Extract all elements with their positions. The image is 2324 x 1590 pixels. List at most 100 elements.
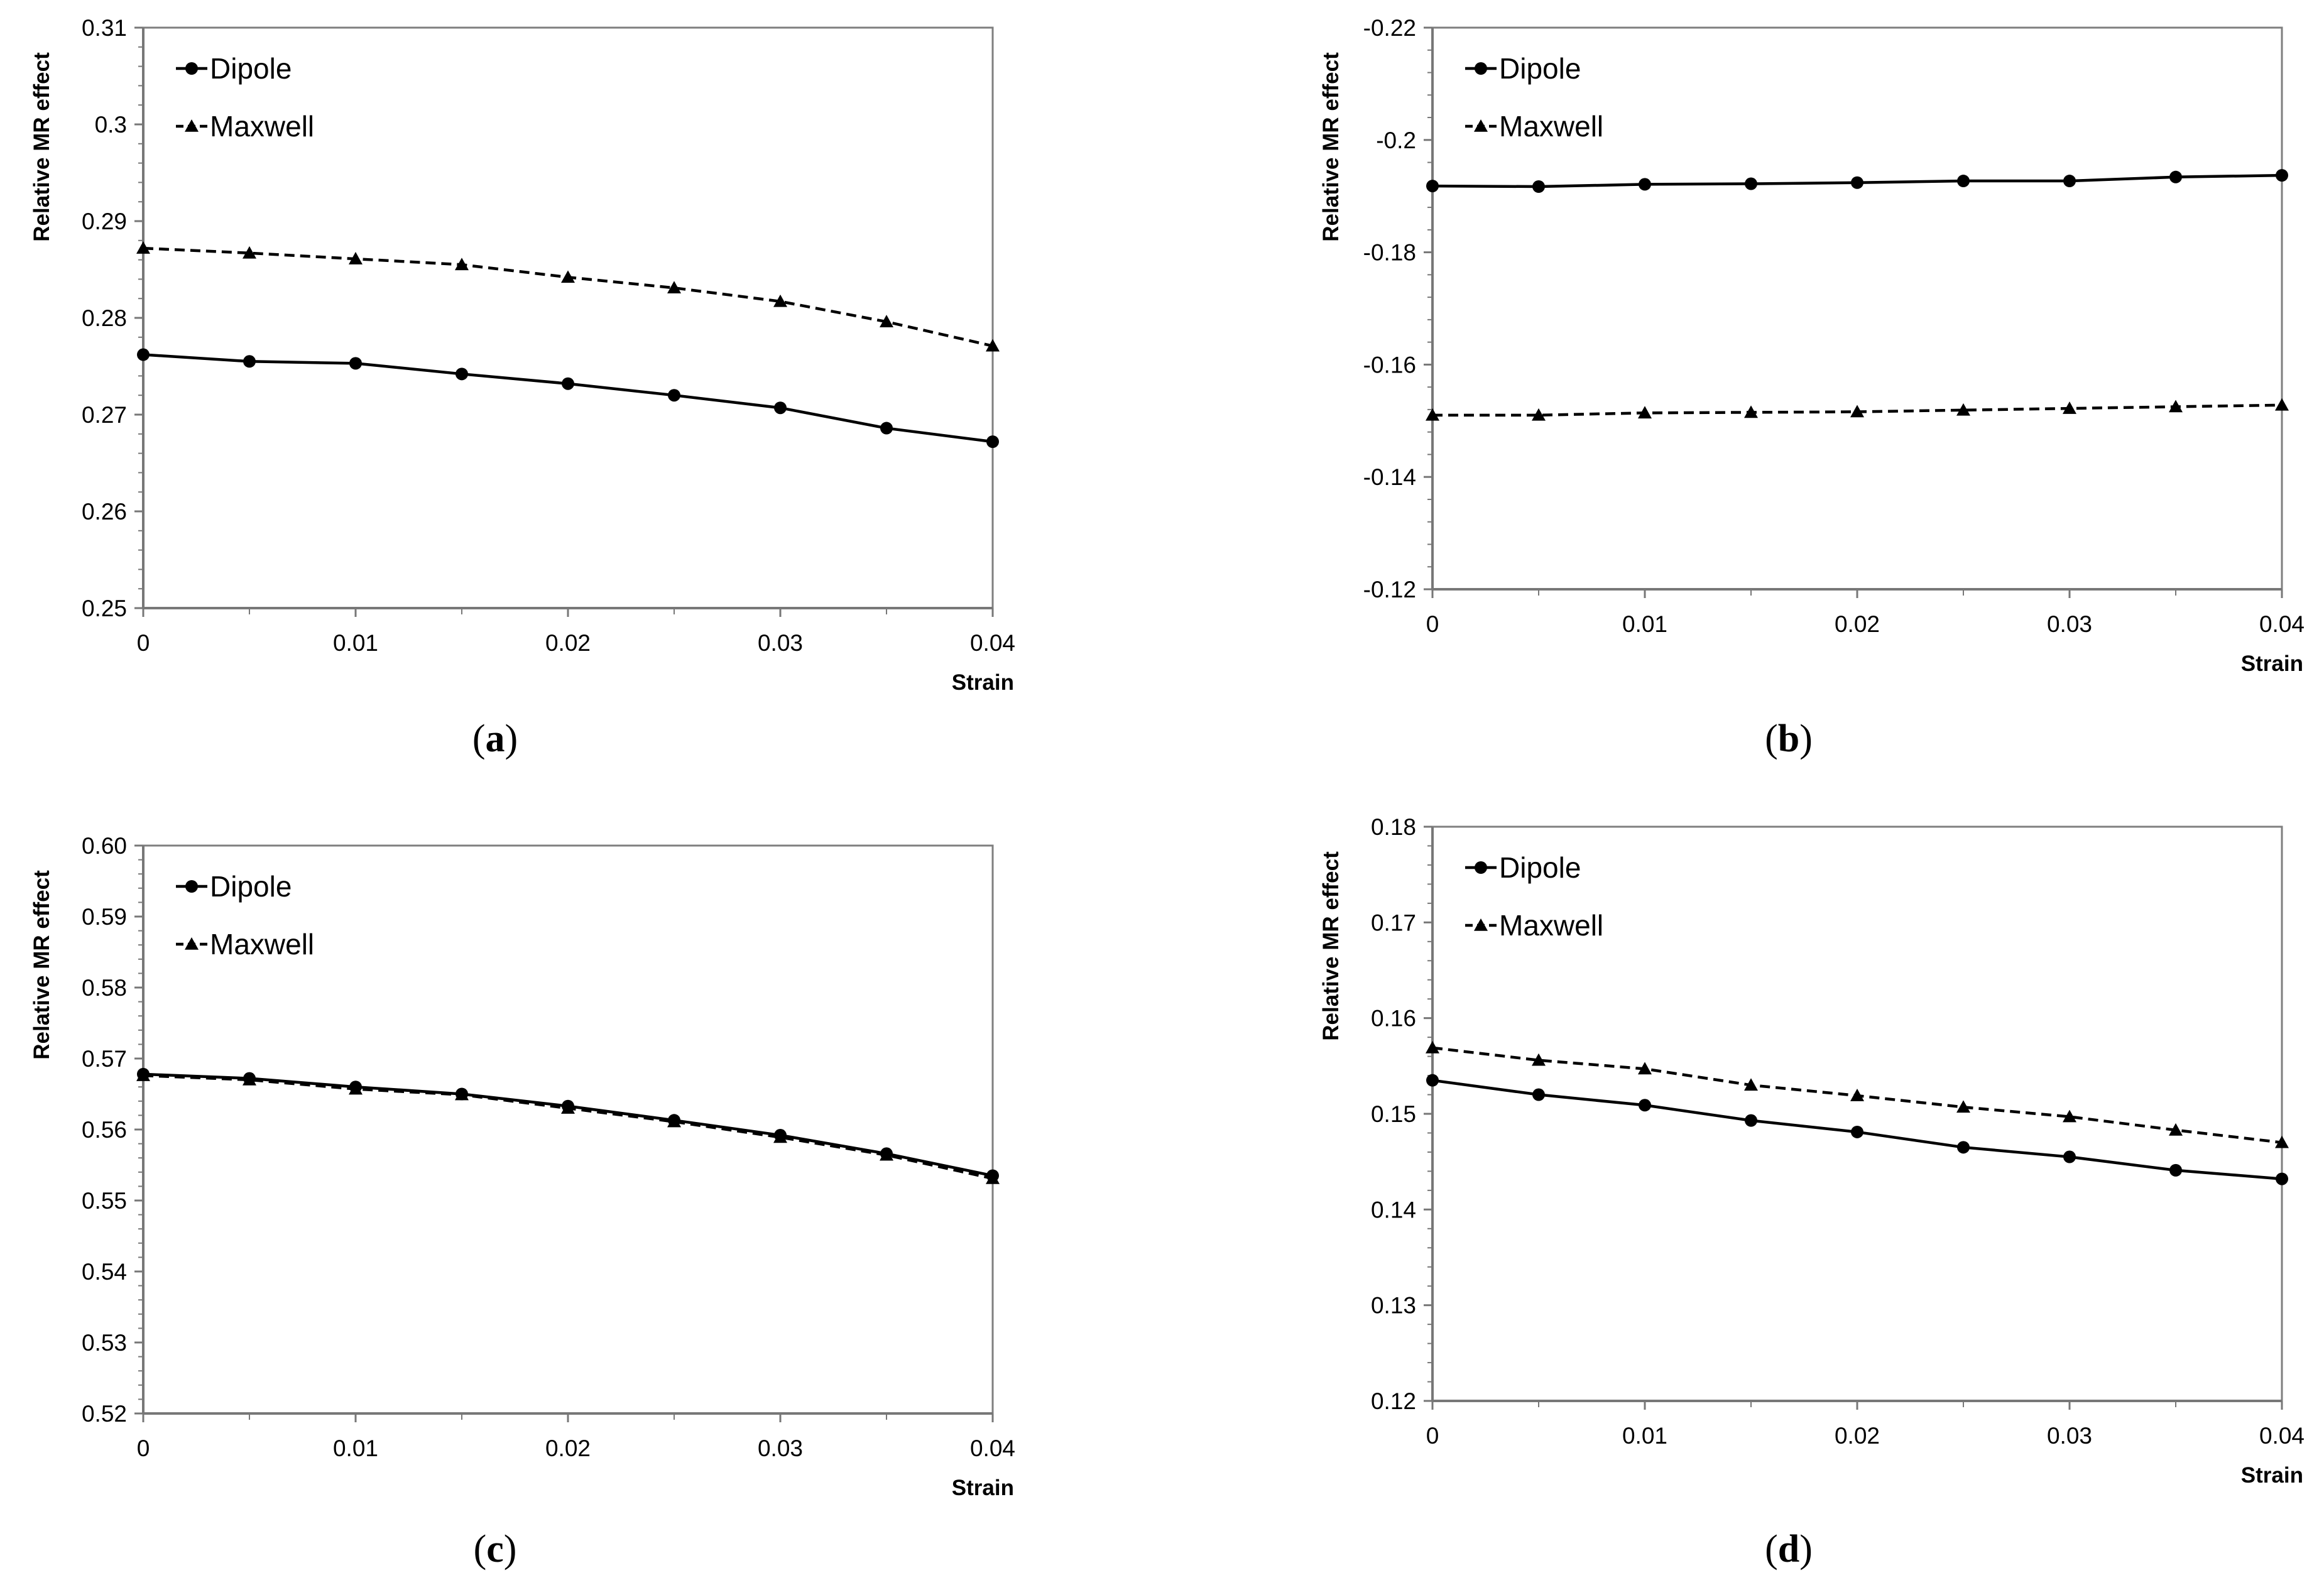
data-point-dipole <box>1639 1099 1651 1112</box>
data-point-maxwell <box>136 241 150 254</box>
data-point-maxwell <box>1850 405 1864 418</box>
data-point-maxwell <box>2063 401 2076 414</box>
data-point-maxwell <box>2275 398 2289 411</box>
data-point-dipole <box>562 377 574 390</box>
y-tick-label: -0.14 <box>1363 464 1416 490</box>
data-point-dipole <box>880 422 893 435</box>
y-axis-title: Relative MR effect <box>1319 52 1343 242</box>
x-tick-label: 0 <box>137 630 150 656</box>
x-tick-label: 0.04 <box>970 630 1015 656</box>
data-point-dipole <box>1745 1114 1757 1127</box>
legend: Dipole Maxwell <box>176 870 314 961</box>
x-tick-label: 0.03 <box>2047 611 2092 637</box>
series-line-dipole <box>143 353 993 444</box>
legend-label-dipole: Dipole <box>1499 52 1581 85</box>
data-point-maxwell <box>1744 405 1758 418</box>
legend-label-dipole: Dipole <box>1499 851 1581 884</box>
data-point-dipole <box>668 389 680 402</box>
legend-marker-maxwell <box>1474 918 1488 931</box>
series-dipole <box>1426 1074 2288 1185</box>
data-point-maxwell <box>2063 1109 2076 1123</box>
y-tick-label: 0.3 <box>95 112 127 138</box>
legend-marker-dipole <box>185 62 198 75</box>
series-maxwell <box>1426 1040 2289 1148</box>
legend-marker-maxwell <box>185 937 199 950</box>
data-point-maxwell <box>1426 408 1439 421</box>
y-tick-label: 0.28 <box>82 305 127 331</box>
data-point-maxwell <box>1850 1089 1864 1101</box>
panel-label: (d) <box>1765 1528 1813 1571</box>
legend-marker-dipole <box>1475 62 1487 75</box>
data-point-dipole <box>2063 175 2076 188</box>
x-tick-label: 0.01 <box>333 630 378 656</box>
y-tick-label: 0.13 <box>1371 1293 1416 1319</box>
data-point-maxwell <box>880 315 893 327</box>
data-point-dipole <box>1426 180 1439 193</box>
data-point-dipole <box>1957 1141 1970 1154</box>
data-point-maxwell <box>561 270 575 283</box>
data-point-maxwell <box>349 252 363 264</box>
y-tick-label: 0.57 <box>82 1046 127 1072</box>
data-point-dipole <box>2169 170 2182 183</box>
y-tick-label: 0.52 <box>82 1401 127 1427</box>
y-tick-label: -0.18 <box>1363 240 1416 266</box>
data-point-dipole <box>456 368 468 381</box>
data-point-maxwell <box>773 1130 787 1143</box>
data-point-maxwell <box>243 246 256 259</box>
y-tick-label: 0.53 <box>82 1330 127 1356</box>
chart-panel-d: 0.12 0.13 0.14 0.15 0.16 0.17 0.18 0 0.01 0.02 0.0… <box>1319 814 2305 1571</box>
y-tick-label: 0.56 <box>82 1117 127 1143</box>
y-tick-label: 0.27 <box>82 402 127 428</box>
chart-panel-c: 0.52 0.53 0.54 0.55 0.56 0.57 0.58 0.59 0.60 0 0.0… <box>30 833 1015 1571</box>
x-tick-label: 0 <box>1426 1423 1439 1449</box>
panel-label: (a) <box>472 717 518 760</box>
y-tick-label: -0.12 <box>1363 577 1416 602</box>
series-dipole <box>137 348 999 449</box>
data-point-dipole <box>1532 1088 1545 1101</box>
data-point-maxwell <box>1956 403 1970 416</box>
x-axis-title: Strain <box>952 1476 1014 1500</box>
data-point-dipole <box>349 357 362 370</box>
data-point-dipole <box>243 355 256 368</box>
data-point-dipole <box>1851 1125 1863 1138</box>
panel-label: (c) <box>474 1528 517 1571</box>
y-axis-title: Relative MR effect <box>30 870 54 1060</box>
y-tick-label: 0.15 <box>1371 1101 1416 1127</box>
data-point-dipole <box>1745 177 1757 190</box>
x-tick-label: 0.02 <box>1835 1423 1880 1449</box>
x-tick-label: 0.04 <box>2259 611 2305 637</box>
data-point-maxwell <box>561 1101 575 1114</box>
legend: Dipole Maxwell <box>1465 52 1603 143</box>
series-maxwell <box>136 241 1000 352</box>
x-axis-title: Strain <box>952 670 1014 695</box>
data-point-dipole <box>1957 175 1970 188</box>
data-point-dipole <box>1532 180 1545 193</box>
series-line-maxwell <box>143 246 993 347</box>
y-tick-label: 0.25 <box>82 596 127 621</box>
legend-label-maxwell: Maxwell <box>1499 909 1603 942</box>
x-tick-label: 0.04 <box>970 1435 1015 1461</box>
chart-panel-a: 0.25 0.26 0.27 0.28 0.29 0.3 0.31 0 0.01 0.02 0.03… <box>30 15 1015 760</box>
data-point-maxwell <box>986 1171 1000 1184</box>
legend-marker-dipole <box>1475 861 1487 874</box>
legend-label-maxwell: Maxwell <box>210 928 314 961</box>
y-tick-label: 0.29 <box>82 209 127 234</box>
x-tick-label: 0 <box>1426 611 1439 637</box>
panel-label: (b) <box>1765 717 1813 760</box>
y-tick-label: 0.54 <box>82 1259 127 1285</box>
data-point-maxwell <box>243 1072 256 1086</box>
y-tick-label: 0.16 <box>1371 1006 1416 1032</box>
data-point-maxwell <box>773 294 787 307</box>
data-point-dipole <box>1426 1074 1439 1087</box>
chart-panel-b: -0.12 -0.14 -0.16 -0.18 -0.2 -0.22 0 0.01 0.02 0.… <box>1319 15 2305 760</box>
data-point-maxwell <box>1532 1053 1546 1066</box>
legend-marker-dipole <box>185 880 198 893</box>
legend-marker-maxwell <box>1474 119 1488 132</box>
y-tick-label: 0.31 <box>82 15 127 41</box>
data-point-dipole <box>1639 178 1651 191</box>
data-point-maxwell <box>349 1082 363 1095</box>
data-point-dipole <box>2169 1163 2182 1177</box>
data-point-maxwell <box>136 1069 150 1081</box>
x-tick-label: 0.02 <box>545 630 591 656</box>
